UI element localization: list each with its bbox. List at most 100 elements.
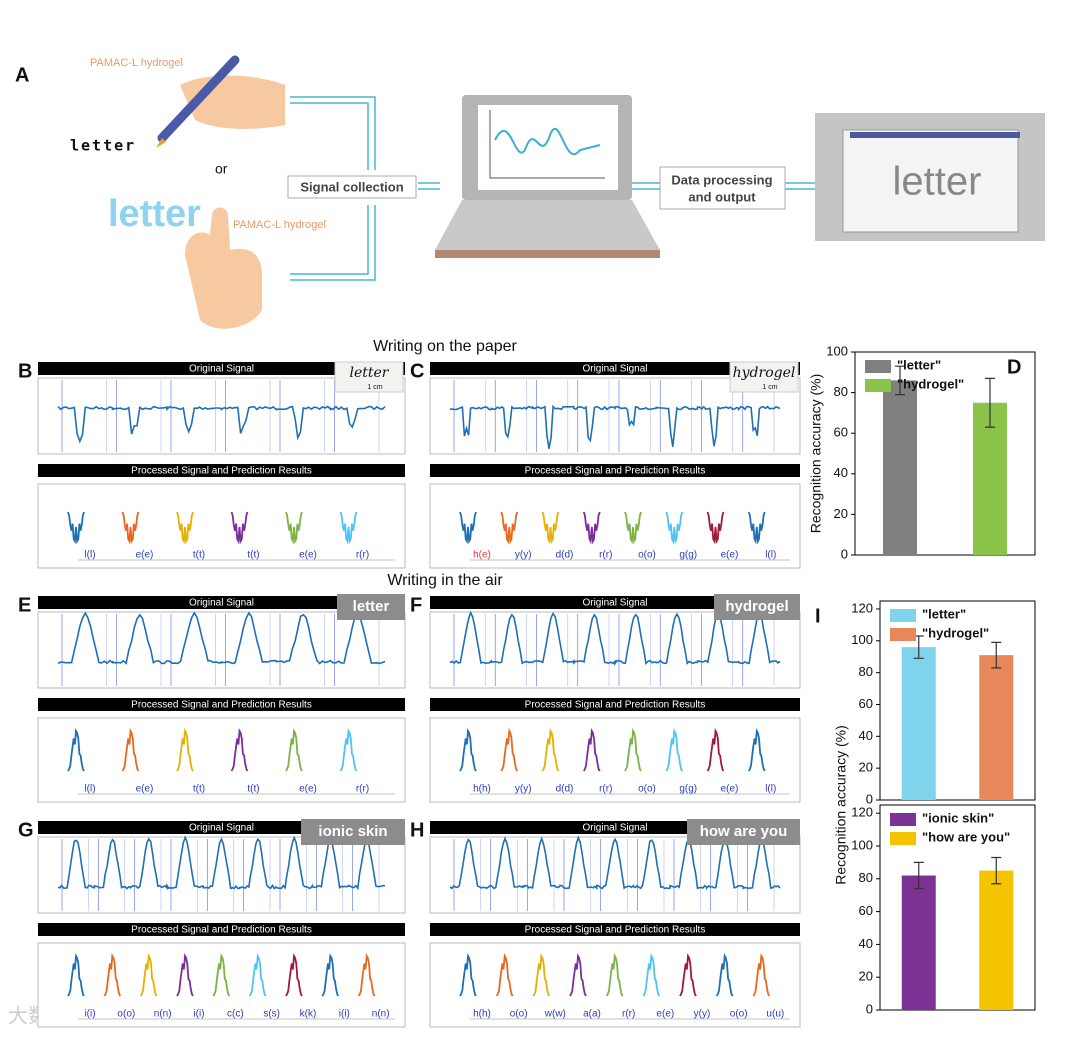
prediction: g(g) [679, 784, 697, 795]
section-title: Writing on the paper [373, 338, 517, 355]
waveform [495, 952, 514, 997]
waveform [212, 953, 231, 997]
tag-text: hydrogel [725, 598, 788, 615]
prediction: d(d) [556, 550, 574, 561]
y-tick-label: 20 [859, 760, 873, 775]
tag-box [687, 819, 800, 845]
prediction: r(r) [622, 1009, 635, 1020]
title-bar [430, 698, 800, 711]
prediction: r(r) [599, 550, 612, 561]
screen-signal [494, 127, 601, 155]
y-tick-label: 60 [834, 425, 848, 440]
prediction: o(o) [638, 784, 656, 795]
y-tick-label: 60 [859, 696, 873, 711]
legend-label: "hydrogel" [922, 625, 989, 640]
panel-label: D [1007, 356, 1021, 378]
prediction: r(r) [356, 784, 369, 795]
prediction: e(e) [136, 550, 154, 561]
y-tick-label: 100 [851, 837, 873, 852]
prediction: i(i) [339, 1009, 350, 1020]
prediction: i(i) [193, 1009, 204, 1020]
axes-frame [879, 804, 1036, 1011]
waveform [665, 511, 684, 545]
prediction: i(i) [84, 1009, 95, 1020]
waveform [67, 952, 85, 997]
waveform [121, 727, 140, 772]
prediction: u(u) [766, 1009, 784, 1020]
waveform [248, 952, 267, 997]
y-tick-label: 80 [834, 384, 848, 399]
prediction: n(n) [154, 1009, 172, 1020]
signal-box [429, 836, 801, 914]
waveform [339, 511, 358, 545]
waveform [339, 727, 358, 772]
waveform [624, 511, 642, 545]
prediction: r(r) [356, 550, 369, 561]
legend-label: "hydrogel" [897, 376, 964, 391]
panel-label: G [18, 819, 34, 841]
material-label: PAMAC-L hydrogel [233, 219, 326, 231]
tag-box [337, 594, 405, 620]
legend-label: "letter" [922, 606, 966, 621]
panel-label: H [410, 819, 424, 841]
error-bar [991, 856, 1002, 885]
laptop-edge [435, 250, 660, 258]
prediction: n(n) [372, 1009, 390, 1020]
scale-text: 1 cm [762, 384, 777, 391]
bar [979, 870, 1014, 1010]
prediction: o(o) [117, 1009, 135, 1020]
waveform [459, 511, 477, 545]
waveform [624, 727, 642, 772]
material-label: PAMAC-L hydrogel [90, 57, 183, 69]
bar-title: Processed Signal and Prediction Results [525, 700, 706, 711]
bar-title: Processed Signal and Prediction Results [131, 925, 312, 936]
prediction: o(o) [510, 1009, 528, 1020]
prediction: e(e) [299, 784, 317, 795]
waveform [541, 511, 560, 545]
waveform [139, 952, 158, 997]
y-axis-label: Recognition accuracy (%) [808, 374, 824, 534]
bar [901, 875, 936, 1010]
prediction: l(l) [765, 784, 776, 795]
bar [973, 402, 1007, 555]
waveform [706, 727, 725, 772]
screen-axis [489, 110, 605, 179]
prediction: e(e) [721, 784, 739, 795]
y-tick-label: 80 [859, 664, 873, 679]
written-word: letter [70, 137, 136, 155]
processed-box [429, 717, 801, 803]
signal-box [37, 611, 406, 689]
prediction: h(h) [473, 784, 491, 795]
tag-box [334, 361, 404, 393]
tag-text: letter [350, 365, 390, 381]
y-tick-label: 40 [859, 728, 873, 743]
y-tick-label: 40 [859, 936, 873, 951]
hand [185, 207, 262, 329]
title-bar [38, 362, 405, 375]
waveform [230, 511, 249, 545]
axes-frame [854, 351, 1036, 556]
y-tick-label: 120 [851, 600, 873, 615]
prediction: h(h) [473, 1009, 491, 1020]
tag-text: ionic skin [318, 823, 387, 840]
bar-title: Processed Signal and Prediction Results [131, 466, 312, 477]
prediction: a(a) [583, 1009, 601, 1020]
legend-swatch [865, 379, 891, 392]
panel-label: F [410, 594, 422, 616]
bar-title: Original Signal [582, 823, 647, 834]
bar-title: Processed Signal and Prediction Results [525, 466, 706, 477]
prediction: t(t) [193, 784, 205, 795]
prediction: o(o) [638, 550, 656, 561]
original-signal [449, 610, 781, 666]
prediction: y(y) [515, 550, 532, 561]
prediction: w(w) [544, 1009, 566, 1020]
screen-word: letter [893, 160, 982, 204]
error-bar [895, 365, 905, 396]
panel-label: B [18, 360, 32, 382]
window-bar [850, 132, 1020, 138]
air-word: letter [108, 193, 201, 235]
title-bar [38, 596, 405, 609]
or-text: or [215, 161, 228, 177]
prediction: r(r) [599, 784, 612, 795]
